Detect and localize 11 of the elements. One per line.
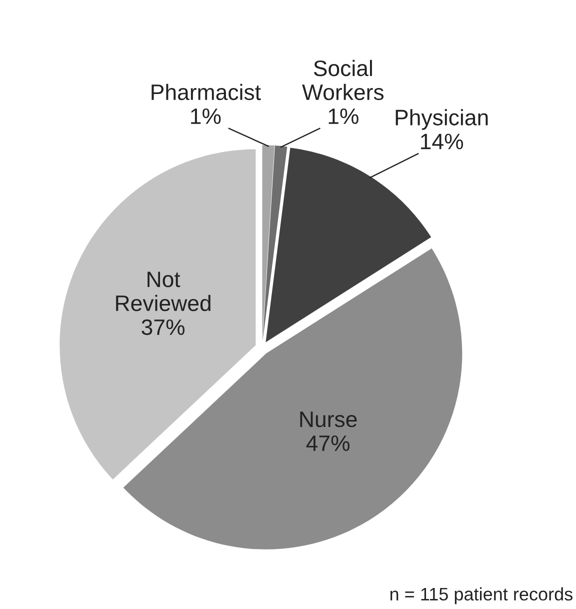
data-label: 1% xyxy=(191,108,221,124)
data-label: 1% xyxy=(328,108,358,124)
data-label: 37% xyxy=(142,319,185,336)
text: n = 115 patient records xyxy=(390,587,572,604)
data-label: 47% xyxy=(306,435,350,452)
slice-label: Pharmacist xyxy=(152,84,261,100)
slice-label: Nurse xyxy=(300,412,357,428)
data-label: 14% xyxy=(421,134,464,150)
slice-label: Physician xyxy=(396,109,488,130)
slice-label: Social Workers xyxy=(302,60,384,100)
slice-label: Not Reviewed xyxy=(116,272,210,312)
